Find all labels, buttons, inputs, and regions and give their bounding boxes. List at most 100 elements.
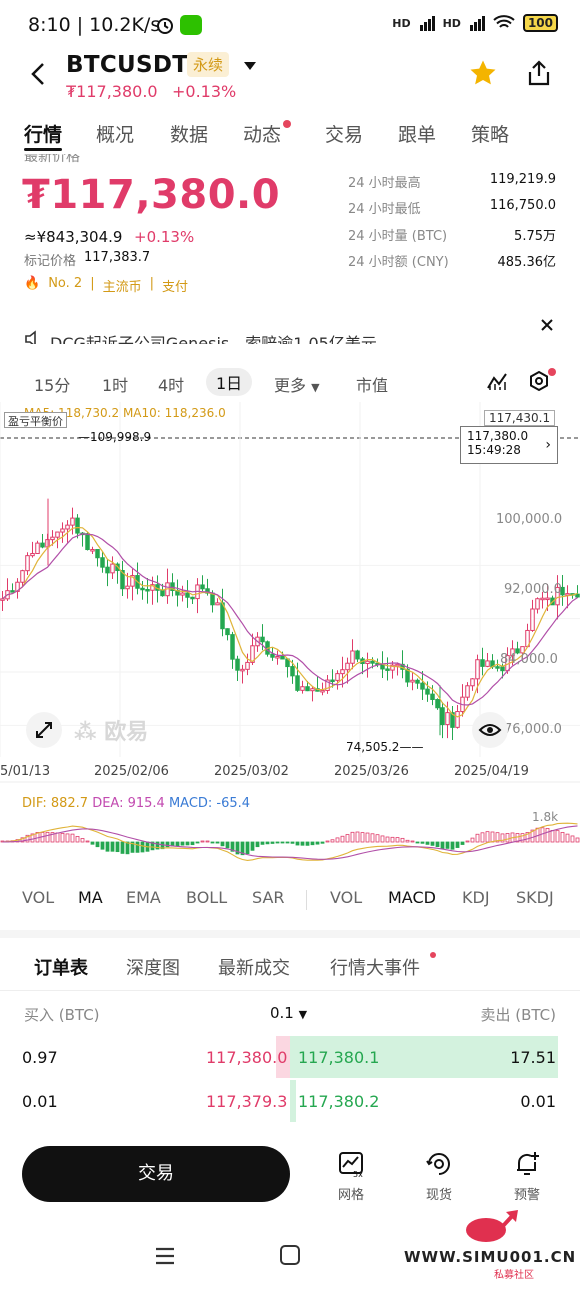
macd-bar <box>455 841 460 848</box>
tab-data[interactable]: 数据 <box>170 124 209 146</box>
signal-hd-1: HD <box>392 16 411 30</box>
category-tag[interactable]: 主流币 <box>102 280 142 295</box>
ask-qty: 0.01 <box>520 1092 556 1111</box>
site-watermark: WWW.SIMU001.CN <box>404 1248 577 1266</box>
ind-ma[interactable]: MA <box>78 888 103 907</box>
grid-button[interactable]: 5x 网格 <box>326 1150 376 1203</box>
candle-body <box>480 659 485 667</box>
eye-icon[interactable] <box>472 712 508 748</box>
macd-bar <box>515 833 520 843</box>
orderbook-row[interactable]: 0.01 117,379.3 117,380.2 0.01 <box>0 1080 580 1122</box>
trade-button[interactable]: 交易 <box>22 1146 290 1202</box>
breakeven-tag[interactable]: 盈亏平衡价 <box>4 412 67 428</box>
indicator-chart-icon[interactable] <box>486 370 508 396</box>
settings-icon[interactable] <box>528 370 550 396</box>
macd-bar <box>175 841 180 847</box>
tab-copy[interactable]: 跟单 <box>398 124 437 146</box>
interval-1d[interactable]: 1日 <box>206 368 253 396</box>
tab-trade[interactable]: 交易 <box>325 124 364 146</box>
payment-tag[interactable]: 支付 <box>161 280 188 295</box>
macd-bar <box>295 841 300 846</box>
tab-trades[interactable]: 最新成交 <box>218 958 290 979</box>
tab-events[interactable]: 行情大事件 <box>330 958 420 979</box>
candle-body <box>50 536 55 541</box>
macd-bar <box>45 831 50 843</box>
candle-body <box>310 688 315 692</box>
bell-plus-icon <box>517 1152 539 1175</box>
tab-depth[interactable]: 深度图 <box>126 958 180 979</box>
y-label: 92,000.0 <box>504 582 562 597</box>
current-price-box[interactable]: 117,380.0 15:49:28 › <box>460 426 558 464</box>
candle-body <box>435 699 440 709</box>
candle-body <box>295 675 300 691</box>
macd-bar <box>335 837 340 843</box>
ind-vol-sub[interactable]: VOL <box>330 888 363 907</box>
macd-bar <box>370 833 375 843</box>
candle-body <box>200 584 205 590</box>
candle-body <box>100 557 105 568</box>
interval-more[interactable]: 更多 ▼ <box>274 372 320 396</box>
candle-body <box>270 653 275 658</box>
candle-body <box>425 688 430 695</box>
ind-vol[interactable]: VOL <box>22 888 55 907</box>
stat-amt-label: 24 小时额 (CNY) <box>348 255 449 270</box>
ind-skdj[interactable]: SKDJ <box>516 888 554 907</box>
interval-4h[interactable]: 4时 <box>158 376 185 395</box>
macd-bar <box>435 841 440 847</box>
candle-body <box>215 602 220 606</box>
candle-body <box>465 685 470 698</box>
chevron-down-icon[interactable] <box>243 56 257 75</box>
ind-macd[interactable]: MACD <box>388 888 436 907</box>
tab-market[interactable]: 行情 <box>24 124 63 146</box>
interval-15m[interactable]: 15分 <box>34 376 71 395</box>
stat-high-label: 24 小时最高 <box>348 176 421 191</box>
alarm-icon <box>154 14 176 36</box>
macd-bar <box>320 841 325 844</box>
tab-overview[interactable]: 概况 <box>96 124 135 146</box>
candle-body <box>125 585 130 590</box>
favorite-star-icon[interactable] <box>468 58 498 96</box>
macd-bar <box>505 833 510 843</box>
close-icon[interactable] <box>540 316 554 337</box>
candle-body <box>55 531 60 538</box>
candlestick-chart[interactable] <box>0 402 580 872</box>
signal-hd-2: HD <box>442 16 461 30</box>
interval-1h[interactable]: 1时 <box>102 376 129 395</box>
interval-market-cap[interactable]: 市值 <box>356 376 389 395</box>
precision-select[interactable]: 0.1 ▼ <box>270 1004 307 1022</box>
price-chart[interactable]: MA5: 118,730.2 MA10: 118,236.0 盈亏平衡价 117… <box>0 402 580 872</box>
macd-bar <box>195 841 200 844</box>
candle-body <box>370 660 375 664</box>
bid-depth-bar <box>276 1036 290 1078</box>
ask-price: 117,380.2 <box>298 1092 380 1111</box>
orderbook-row[interactable]: 0.97 117,380.0 117,380.1 17.51 <box>0 1036 580 1078</box>
low-marker: 74,505.2—— <box>346 740 424 754</box>
main-tabs: 行情 概况 数据 动态 交易 跟单 策略 <box>0 114 580 154</box>
candle-body <box>150 584 155 591</box>
alert-button[interactable]: 预警 <box>502 1150 552 1203</box>
status-time: 8:10 | 10.2K/s <box>28 14 161 36</box>
share-icon[interactable] <box>524 58 554 88</box>
svg-text:5x: 5x <box>353 1170 363 1178</box>
home-icon[interactable] <box>280 1245 300 1265</box>
ind-ema[interactable]: EMA <box>126 888 161 907</box>
pair-title[interactable]: BTCUSDT <box>66 52 189 78</box>
back-icon[interactable] <box>30 62 46 93</box>
macd-bar <box>80 838 85 843</box>
ind-boll[interactable]: BOLL <box>186 888 228 907</box>
macd-bar <box>525 832 530 843</box>
news-ticker[interactable]: DCG起诉子公司Genesis，索赔逾1.05亿美元 <box>24 330 524 344</box>
tab-orderbook[interactable]: 订单表 <box>34 958 88 979</box>
spot-button[interactable]: 现货 <box>414 1150 464 1203</box>
candle-body <box>320 689 325 693</box>
tab-strategy[interactable]: 策略 <box>471 124 510 146</box>
candle-body <box>365 660 370 665</box>
expand-icon[interactable] <box>26 712 62 748</box>
ind-kdj[interactable]: KDJ <box>462 888 490 907</box>
candle-body <box>185 592 190 598</box>
tab-feed[interactable]: 动态 <box>243 124 282 146</box>
tab-underline <box>24 148 62 151</box>
rank-tag[interactable]: No. 2 <box>48 276 83 291</box>
ind-sar[interactable]: SAR <box>252 888 285 907</box>
menu-icon[interactable] <box>154 1246 176 1270</box>
